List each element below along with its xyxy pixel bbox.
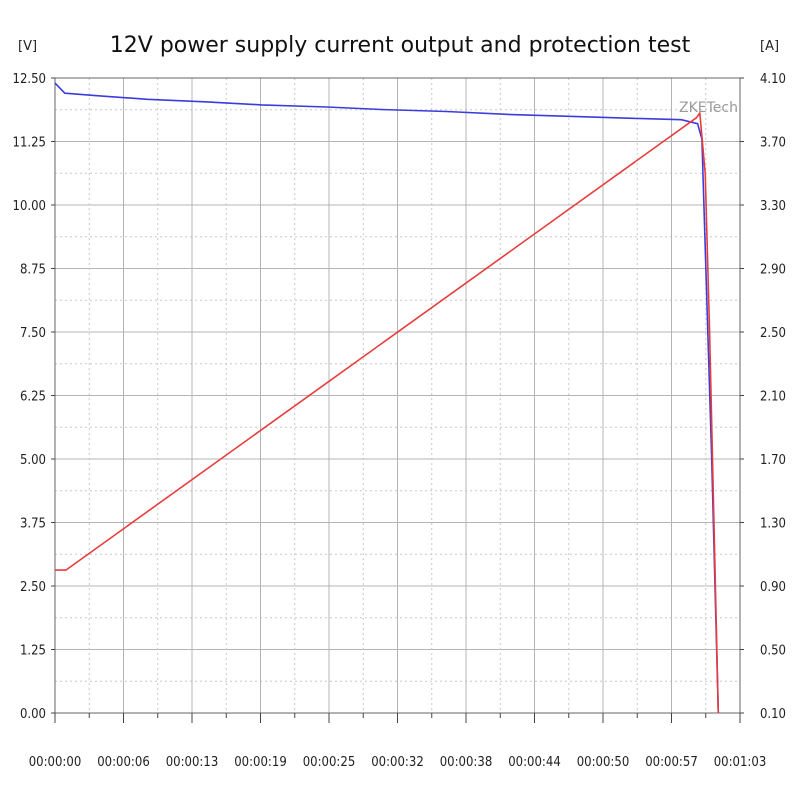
left-axis-tick-label: 10.00 bbox=[13, 199, 46, 214]
left-axis-tick-label: 2.50 bbox=[20, 580, 46, 595]
x-axis-tick-label: 00:00:25 bbox=[303, 755, 356, 770]
right-axis-tick-label: 0.50 bbox=[760, 644, 786, 659]
right-axis-tick-label: 1.70 bbox=[760, 453, 786, 468]
voltage-series-line bbox=[54, 82, 720, 714]
x-axis-tick-label: 00:00:32 bbox=[371, 755, 424, 770]
right-axis: 0.10 0.50 0.90 1.30 1.70 2.10 2.50 2.90 3.30 3.70… bbox=[740, 72, 786, 722]
left-axis-tick-label: 6.25 bbox=[20, 390, 46, 405]
right-axis-tick-label: 3.30 bbox=[760, 199, 786, 214]
right-axis-tick-label: 2.50 bbox=[760, 326, 786, 341]
left-axis-tick-label: 1.25 bbox=[20, 644, 46, 659]
left-axis-tick-label: 11.25 bbox=[13, 136, 46, 151]
left-axis-tick-label: 5.00 bbox=[20, 453, 46, 468]
grid bbox=[54, 77, 741, 714]
right-axis-tick-label: 2.10 bbox=[760, 390, 786, 405]
left-axis-tick-label: 0.00 bbox=[20, 707, 46, 722]
left-axis-tick-label: 7.50 bbox=[20, 326, 46, 341]
left-axis-tick-label: 12.50 bbox=[13, 72, 46, 87]
right-axis-tick-label: 4.10 bbox=[760, 72, 786, 87]
right-axis-tick-label: 0.90 bbox=[760, 580, 786, 595]
chart-title: 12V power supply current output and prot… bbox=[110, 33, 691, 58]
x-axis-tick-label: 00:00:44 bbox=[508, 755, 561, 770]
right-axis-unit: [A] bbox=[760, 39, 779, 54]
right-axis-tick-label: 1.30 bbox=[760, 517, 786, 532]
left-axis: 0.00 1.25 2.50 3.75 5.00 6.25 7.50 8.75 10.00 11.… bbox=[13, 72, 55, 722]
x-axis-tick-label: 00:00:19 bbox=[234, 755, 287, 770]
watermark: ZKETech bbox=[679, 100, 738, 116]
x-axis-tick-label: 00:00:06 bbox=[97, 755, 150, 770]
left-axis-unit: [V] bbox=[18, 39, 37, 54]
x-axis: 00:00:00 00:00:06 00:00:13 00:00:19 00:00:25… bbox=[29, 713, 767, 770]
x-axis-tick-label: 00:01:03 bbox=[714, 755, 767, 770]
x-axis-tick-label: 00:00:00 bbox=[29, 755, 82, 770]
x-axis-tick-label: 00:00:13 bbox=[166, 755, 219, 770]
left-axis-tick-label: 3.75 bbox=[20, 517, 46, 532]
right-axis-tick-label: 2.90 bbox=[760, 263, 786, 278]
series-layer bbox=[54, 82, 720, 714]
x-axis-tick-label: 00:00:57 bbox=[645, 755, 698, 770]
right-axis-tick-label: 3.70 bbox=[760, 136, 786, 151]
x-axis-tick-label: 00:00:38 bbox=[440, 755, 493, 770]
left-axis-tick-label: 8.75 bbox=[20, 263, 46, 278]
x-axis-tick-label: 00:00:50 bbox=[577, 755, 630, 770]
right-axis-tick-label: 0.10 bbox=[760, 707, 786, 722]
current-series-line bbox=[55, 112, 720, 714]
